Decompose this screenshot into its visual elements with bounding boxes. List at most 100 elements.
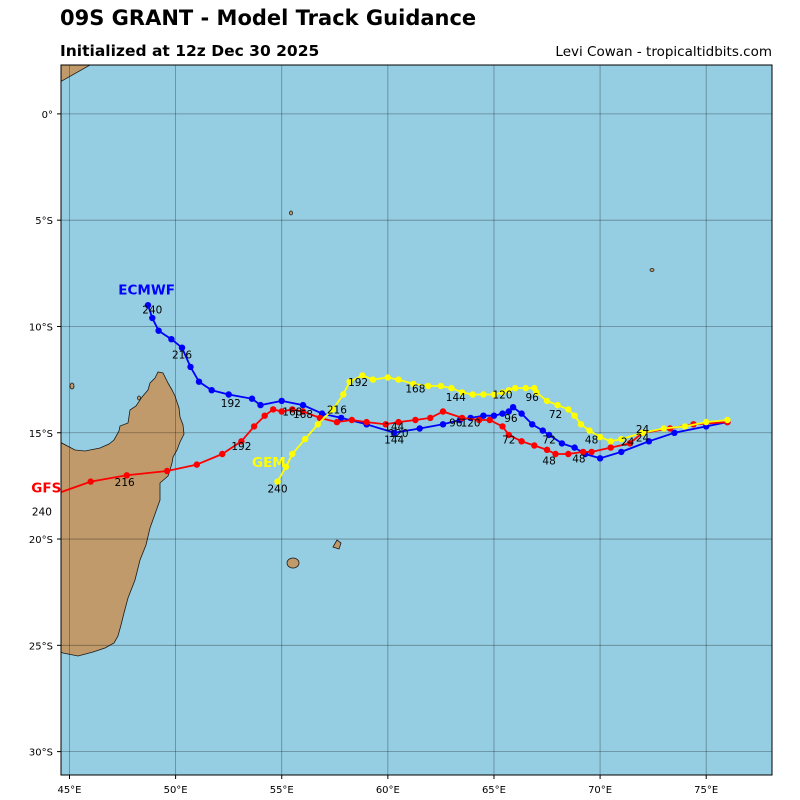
gem-forecast-hour-label: 120 <box>492 390 512 402</box>
gfs-track-point <box>270 406 277 413</box>
gem-track-point <box>505 387 512 394</box>
ecmwf-track-point <box>571 444 578 451</box>
gfs-track-point <box>607 444 614 451</box>
gfs-forecast-hour-label: 48 <box>542 456 555 468</box>
ecmwf-track-point <box>195 378 203 385</box>
axis-ticks: 45°E 50°E 55°E 60°E 65°E 70°E 75°E 0° 5°S 10°S 15°… <box>29 110 718 796</box>
gem-track-point <box>301 435 309 443</box>
mauritius-island <box>332 539 342 550</box>
gfs-track-point <box>458 414 466 422</box>
gfs-track-point <box>333 418 341 426</box>
page-title: 09S GRANT - Model Track Guidance <box>60 6 477 30</box>
gfs-forecast-hour-label: 216 <box>115 477 135 489</box>
gfs-forecast-hour-label: 96 <box>449 417 463 429</box>
small-island <box>289 210 293 216</box>
gem-track-point <box>289 450 296 458</box>
gem-forecast-hour-label: 144 <box>446 392 466 404</box>
ecmwf-track-point <box>480 412 487 419</box>
gem-track-point <box>490 391 498 398</box>
ecmwf-track-point <box>671 429 678 436</box>
gfs-track-point <box>238 438 245 445</box>
gfs-track-point <box>219 450 226 458</box>
gem-forecast-hour-label: 240 <box>267 483 287 495</box>
gem-track-point <box>359 372 366 379</box>
gem-track-point <box>724 416 731 424</box>
gfs-track-point <box>531 442 538 449</box>
ecmwf-forecast-hour-label: 216 <box>172 349 192 361</box>
ecmwf-track-point <box>539 427 546 434</box>
gem-track-point <box>543 397 551 405</box>
gfs-track-point <box>348 416 355 424</box>
ecmwf-forecast-hour-label: 120 <box>388 428 408 440</box>
gem-track-point <box>410 380 417 388</box>
gfs-track-point <box>382 421 389 428</box>
gfs-track-point <box>250 423 258 430</box>
gem-track-point <box>596 433 604 441</box>
ecmwf-track-point <box>257 401 264 409</box>
gfs-track-point <box>193 461 200 468</box>
ecmwf-track-point <box>618 448 625 456</box>
gfs-track-point <box>499 423 506 430</box>
gem-track-point <box>458 389 466 396</box>
gfs-track-point <box>289 406 296 413</box>
ecmwf-track-point <box>596 455 604 462</box>
gem-track-point <box>565 406 572 413</box>
x-tick-label: 45°E <box>57 785 81 796</box>
gem-model-name-label: GEM <box>252 455 286 471</box>
x-tick-label: 75°E <box>694 785 718 796</box>
small-island <box>69 382 75 390</box>
gem-forecast-hour-label: 48 <box>585 434 598 446</box>
gem-track-point <box>340 391 347 398</box>
y-tick-label: 30°S <box>29 748 53 759</box>
ecmwf-track-point <box>168 336 175 343</box>
y-tick-label: 25°S <box>29 641 53 652</box>
ecmwf-forecast-hour-label: 24 <box>621 437 635 449</box>
ecmwf-forecast-hour-label: 96 <box>504 413 518 425</box>
ecmwf-forecast-hour-label: 168 <box>293 409 313 421</box>
gem-forecast-hour-label: 168 <box>405 383 425 395</box>
gfs-track-point <box>626 440 633 447</box>
gfs-track-point <box>163 467 171 475</box>
gfs-track-point <box>412 416 419 424</box>
gem-track-point <box>480 391 487 398</box>
gem-track-point <box>522 384 529 392</box>
gem-track-point <box>469 391 476 398</box>
small-island <box>137 395 141 401</box>
madagascar-landmass <box>61 371 185 657</box>
track-labels: 24487296120144168192216240ECMWF244872961… <box>31 283 649 519</box>
gfs-track-point <box>486 416 493 424</box>
ecmwf-track-point <box>558 440 566 447</box>
gem-track-point <box>437 382 445 390</box>
gem-track-point <box>660 425 667 432</box>
gfs-track-point <box>261 412 268 419</box>
y-tick-label: 20°S <box>29 535 53 546</box>
gem-forecast-hour-label: 96 <box>526 392 540 404</box>
ecmwf-track-point <box>248 395 256 402</box>
gem-track-point <box>314 421 321 428</box>
gem-track-point <box>384 374 391 381</box>
gem-track-point <box>346 378 353 385</box>
gem-track-point <box>512 384 519 392</box>
gem-forecast-hour-label: 192 <box>348 377 368 389</box>
gem-track-point <box>531 384 538 392</box>
gfs-track-point <box>363 418 370 426</box>
gfs-track-point <box>475 416 483 424</box>
ecmwf-track-point <box>505 408 512 415</box>
ecmwf-track-point <box>391 429 398 436</box>
gfs-track-point <box>299 408 307 415</box>
ecmwf-track-point <box>149 314 156 322</box>
ecmwf-track-point <box>178 344 186 351</box>
gem-track-point <box>681 423 689 430</box>
x-tick-label: 55°E <box>270 785 294 796</box>
gfs-forecast-hour-label: 144 <box>384 422 404 434</box>
gfs-track-point <box>518 438 525 445</box>
gem-track-point <box>395 376 402 383</box>
gfs-forecast-hour-label: 120 <box>461 417 481 429</box>
ecmwf-track-point <box>187 363 194 371</box>
gem-track-point <box>448 384 455 392</box>
x-tick-label: 60°E <box>376 785 400 796</box>
ecmwf-track-point <box>338 414 345 422</box>
reunion-island <box>286 557 300 569</box>
ecmwf-forecast-hour-label: 48 <box>572 454 585 466</box>
ecmwf-track-point <box>144 302 152 309</box>
